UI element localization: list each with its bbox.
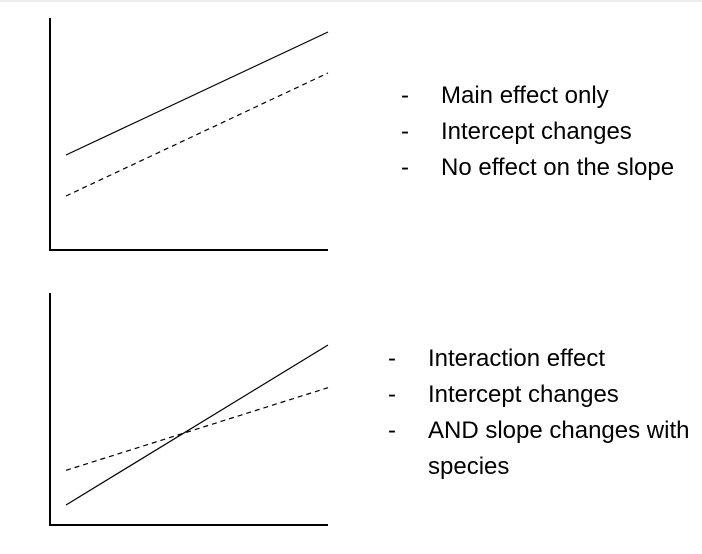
dashed-line [65, 72, 329, 197]
main-effect-notes: - Main effect only - Intercept changes - No… [401, 78, 696, 186]
interaction-effect-plot [49, 293, 329, 526]
bullet-dash: - [401, 154, 409, 181]
main-effect-plot [49, 18, 329, 251]
note-text: Interaction effect [428, 345, 605, 372]
solid-line [65, 31, 329, 156]
bullet-dash: - [388, 381, 396, 408]
bullet-dash: - [401, 82, 409, 109]
note-item: - AND slope changes with species [388, 413, 696, 485]
note-text: No effect on the slope [441, 154, 675, 181]
note-item: - Intercept changes [401, 114, 696, 150]
solid-line [65, 344, 329, 506]
note-text: Intercept changes [441, 118, 632, 145]
bullet-dash: - [388, 345, 396, 372]
note-item: - Intercept changes [388, 377, 696, 413]
interaction-effect-notes: - Interaction effect - Intercept changes -… [388, 341, 696, 485]
note-text: AND slope changes with species [428, 417, 690, 480]
note-text: Main effect only [441, 82, 609, 109]
note-text: Intercept changes [428, 381, 619, 408]
note-item: - No effect on the slope [401, 150, 696, 186]
top-rule [0, 0, 702, 2]
note-item: - Main effect only [401, 78, 696, 114]
bullet-dash: - [388, 417, 396, 444]
bullet-dash: - [401, 118, 409, 145]
note-item: - Interaction effect [388, 341, 696, 377]
dashed-line [65, 387, 329, 471]
